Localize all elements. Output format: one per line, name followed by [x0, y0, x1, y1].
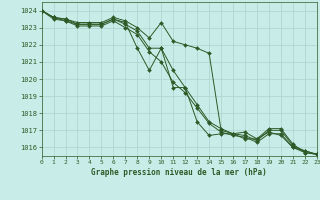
X-axis label: Graphe pression niveau de la mer (hPa): Graphe pression niveau de la mer (hPa) — [91, 168, 267, 177]
